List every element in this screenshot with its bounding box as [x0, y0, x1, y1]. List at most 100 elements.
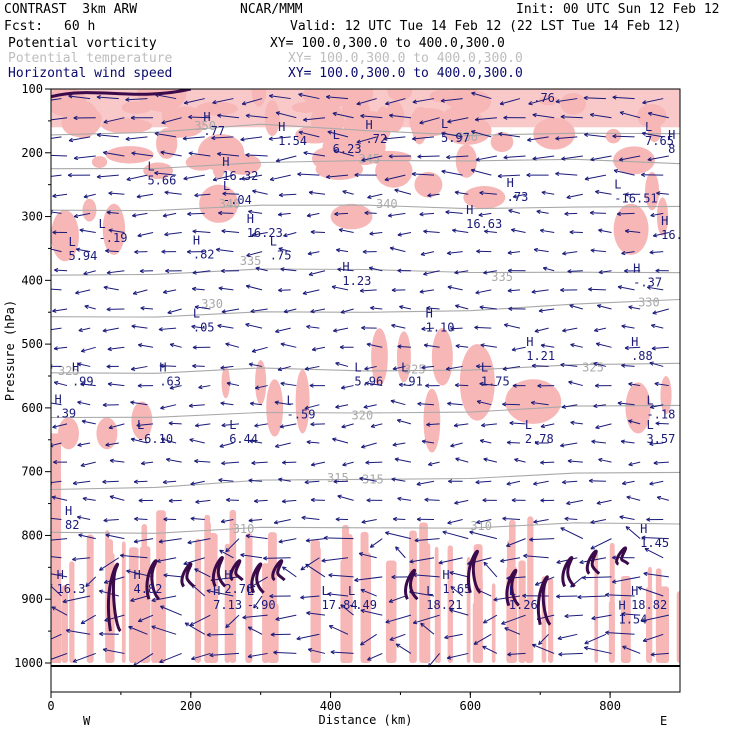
- wind-vector-head: [337, 267, 342, 272]
- pv-shade-streak: [473, 544, 483, 663]
- wind-vector: [304, 365, 320, 370]
- x-axis-label: Distance (km): [319, 713, 413, 727]
- pv-extremum-L: L: [99, 217, 106, 231]
- wind-vector: [503, 155, 526, 159]
- pv-extremum-L: L: [333, 128, 340, 142]
- wind-vector: [474, 326, 492, 329]
- wind-vector: [617, 286, 635, 291]
- wind-vector: [300, 595, 320, 599]
- wind-vector-head: [109, 495, 115, 500]
- wind-vector-head: [263, 556, 268, 561]
- wind-vector: [218, 479, 234, 482]
- wind-vector-head: [397, 496, 402, 502]
- wind-vector-head: [539, 228, 545, 233]
- wind-vector: [653, 232, 669, 237]
- wind-vector-head: [649, 481, 654, 486]
- wind-vector-head: [268, 136, 273, 141]
- wind-vector-head: [35, 554, 39, 557]
- wind-vector-head: [164, 232, 169, 237]
- theta-isentrope-320: [51, 404, 680, 419]
- wind-vector-head: [130, 437, 136, 442]
- wind-vector-head: [655, 268, 660, 273]
- wind-vector-head: [354, 172, 359, 178]
- wind-vector: [478, 212, 492, 216]
- wind-vector: [75, 289, 91, 294]
- wind-vector-head: [363, 404, 368, 409]
- wind-vector: [508, 209, 521, 214]
- wind-vector: [504, 324, 521, 329]
- wind-vector-head: [162, 289, 168, 294]
- wind-vector: [211, 136, 234, 139]
- wind-vector: [416, 480, 435, 485]
- wind-vector-head: [72, 480, 78, 486]
- wind-vector-head: [426, 422, 431, 427]
- wind-vector-head: [80, 348, 86, 353]
- pv-extremum-H: H: [633, 262, 640, 276]
- wind-vector-head: [107, 381, 112, 387]
- wind-vector: [359, 477, 377, 482]
- wind-vector: [334, 212, 349, 215]
- wind-vector-head: [450, 586, 455, 591]
- wind-vector-head: [507, 288, 512, 293]
- wind-vector: [385, 532, 412, 540]
- wind-vector: [109, 495, 125, 501]
- pv-contour: [211, 556, 227, 588]
- wind-vector-head: [570, 420, 575, 425]
- pv-contour-top: [51, 89, 192, 99]
- wind-vector-head: [361, 444, 366, 449]
- wind-vector: [534, 249, 549, 253]
- x-tick-label: 800: [599, 699, 621, 713]
- wind-vector-head: [594, 383, 600, 388]
- pv-shade: [613, 203, 649, 255]
- wind-vector-head: [306, 324, 311, 330]
- pv-extremum-H: H: [247, 212, 254, 226]
- wind-vector-head: [560, 443, 565, 448]
- wind-vector-head: [341, 424, 346, 429]
- wind-vector: [126, 174, 148, 181]
- wind-vector: [427, 653, 440, 668]
- wind-vector-head: [534, 581, 540, 586]
- wind-vector-head: [441, 169, 446, 174]
- pv-shade: [225, 153, 262, 175]
- wind-vector-head: [499, 101, 505, 106]
- wind-vector: [540, 423, 555, 428]
- wind-vector-head: [481, 423, 486, 428]
- wind-vector: [421, 440, 435, 444]
- wind-vector: [51, 538, 68, 541]
- wind-vector: [384, 174, 406, 181]
- wind-vector: [388, 212, 406, 217]
- wind-vector: [278, 538, 297, 543]
- wind-vector-head: [531, 289, 536, 294]
- wind-vector: [240, 554, 263, 559]
- wind-vector: [133, 653, 154, 667]
- wind-vector: [449, 571, 469, 578]
- wind-vector: [52, 423, 68, 428]
- wind-vector-head: [361, 325, 366, 331]
- wind-vector-head: [387, 213, 393, 218]
- wind-vector-head: [584, 132, 589, 137]
- pv-extremum-value: .91: [401, 375, 423, 389]
- wind-vector-head: [448, 479, 453, 484]
- wind-vector-head: [134, 249, 139, 255]
- wind-vector-head: [245, 284, 251, 289]
- wind-vector-head: [475, 479, 480, 485]
- wind-vector-head: [419, 212, 424, 217]
- wind-vector-head: [622, 645, 627, 650]
- wind-vector-head: [332, 111, 337, 117]
- y-tick-label: 900: [21, 592, 43, 606]
- pv-extremum-value: 4.82: [133, 582, 162, 596]
- wind-vector-head: [598, 228, 603, 233]
- wind-vector-head: [588, 478, 593, 484]
- theta-isentrope-330: [51, 298, 680, 318]
- wind-vector: [598, 229, 612, 233]
- wind-vector: [391, 478, 406, 482]
- y-tick-label: 500: [21, 337, 43, 351]
- wind-vector: [359, 552, 377, 559]
- wind-vector: [51, 402, 62, 406]
- wind-vector: [366, 343, 383, 348]
- wind-vector-head: [503, 155, 508, 160]
- wind-vector: [221, 461, 240, 464]
- wind-vector-head: [215, 247, 221, 253]
- wind-vector: [649, 442, 664, 445]
- wind-vector-head: [68, 137, 74, 143]
